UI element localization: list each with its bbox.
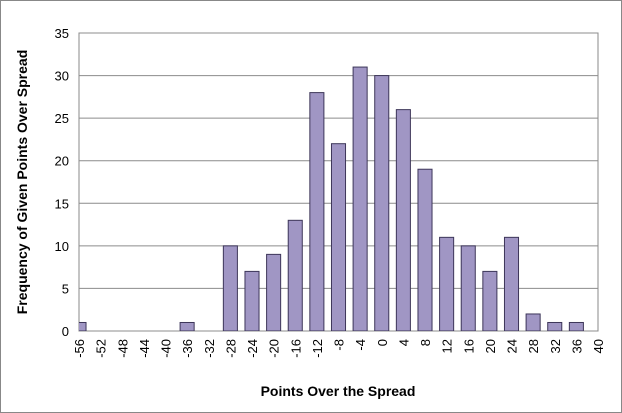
bar: [525, 313, 541, 331]
x-tick-label: -4: [353, 339, 368, 351]
x-tick-label: -24: [245, 339, 260, 358]
x-tick-label: 28: [526, 339, 541, 353]
y-tick-label: 5: [62, 281, 69, 296]
x-tick-label: 40: [591, 339, 606, 353]
x-tick-label: 12: [440, 339, 455, 353]
x-tick-label: -48: [115, 339, 130, 358]
bar: [547, 321, 563, 331]
x-tick-label: -20: [267, 339, 282, 358]
x-tick-label: -28: [223, 339, 238, 358]
bars: [79, 66, 584, 331]
bar: [395, 109, 411, 331]
x-tick-label: -56: [72, 339, 87, 358]
x-tick-label: -52: [94, 339, 109, 358]
x-tick-label: -32: [202, 339, 217, 358]
bar: [179, 321, 195, 331]
y-tick-label: 35: [55, 26, 69, 41]
x-tick-label: 16: [461, 339, 476, 353]
bar: [568, 321, 584, 331]
x-tick-label: 20: [483, 339, 498, 353]
x-tick-label: 24: [505, 339, 520, 353]
bar: [330, 143, 347, 331]
bar: [222, 245, 238, 331]
x-tick-label: 4: [396, 339, 411, 346]
bar: [374, 75, 390, 331]
bar: [503, 236, 520, 331]
y-axis-title: Frequency of Given Points Over Spread: [14, 50, 30, 315]
y-tick-label: 0: [62, 324, 69, 339]
y-tick-label: 20: [55, 154, 69, 169]
x-tick-label: 36: [569, 339, 584, 353]
bar: [287, 219, 303, 331]
x-tick-label: 8: [418, 339, 433, 346]
x-tick-label: -12: [310, 339, 325, 358]
bar: [244, 270, 260, 331]
y-tick-label: 15: [55, 196, 69, 211]
x-tick-label: 32: [548, 339, 563, 353]
bar: [309, 92, 325, 331]
x-tick-label: -8: [332, 339, 347, 351]
x-tick-label: -36: [180, 339, 195, 358]
x-tick-label: -40: [159, 339, 174, 358]
x-tick-label: -44: [137, 339, 152, 358]
bar: [79, 321, 87, 331]
bar: [482, 270, 498, 331]
bar: [352, 66, 368, 331]
bar: [417, 168, 433, 331]
y-tick-label: 25: [55, 111, 69, 126]
bar: [439, 236, 455, 331]
bar: [460, 245, 476, 331]
y-tick-label: 30: [55, 69, 69, 84]
x-tick-label: 0: [375, 339, 390, 346]
x-tick-label: -16: [288, 339, 303, 358]
bar: [266, 253, 282, 331]
x-axis-title: Points Over the Spread: [261, 383, 416, 399]
y-tick-label: 10: [55, 239, 69, 254]
